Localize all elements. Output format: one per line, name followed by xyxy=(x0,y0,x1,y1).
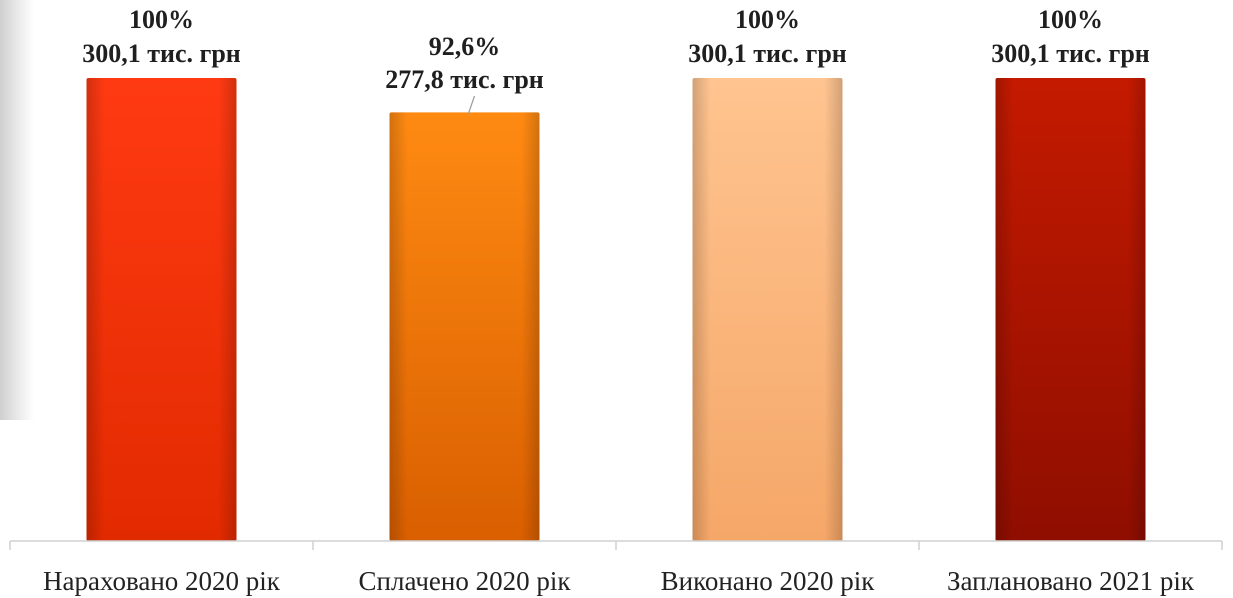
category-label: Нараховано 2020 рік xyxy=(43,566,281,596)
bar-2-bevel xyxy=(389,112,540,542)
percent-label: 100% xyxy=(129,5,194,34)
value-label: 300,1 тис. грн xyxy=(82,39,241,68)
value-label: 300,1 тис. грн xyxy=(991,39,1150,68)
bars-layer xyxy=(86,78,1146,542)
category-label: Заплановано 2021 рік xyxy=(947,566,1195,596)
percent-label: 100% xyxy=(1038,5,1103,34)
bar-4-bevel xyxy=(995,78,1146,541)
labels-layer: 100% 300,1 тис. грн 92,6% 277,8 тис. грн 100… xyxy=(82,5,1150,114)
percent-label: 92,6% xyxy=(429,32,501,61)
label-leader-line xyxy=(467,95,476,114)
bar-3-bevel xyxy=(692,78,843,541)
category-label: Сплачено 2020 рік xyxy=(359,566,572,596)
category-label: Виконано 2020 рік xyxy=(661,566,876,596)
left-shadow-edge xyxy=(0,0,34,420)
x-axis: Нараховано 2020 рік Сплачено 2020 рік Вико… xyxy=(9,540,1223,596)
percent-label: 100% xyxy=(735,5,800,34)
bar-1-bevel xyxy=(86,78,237,541)
value-label: 300,1 тис. грн xyxy=(688,39,847,68)
value-label: 277,8 тис. грн xyxy=(385,65,544,94)
